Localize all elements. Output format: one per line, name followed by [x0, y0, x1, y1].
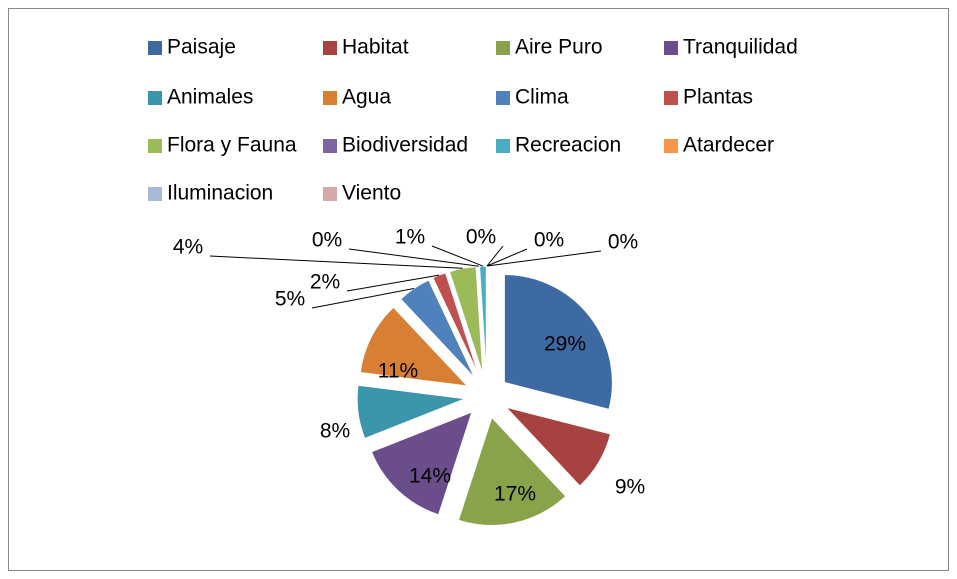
legend-label: Tranquilidad	[683, 36, 798, 59]
legend-swatch	[496, 91, 510, 105]
data-label: 8%	[320, 420, 350, 443]
pie-slice	[478, 265, 487, 375]
data-label: 14%	[409, 465, 451, 488]
data-label: 0%	[534, 229, 564, 252]
leader-line	[486, 250, 602, 267]
pie-slice	[457, 416, 567, 526]
legend-swatch	[148, 91, 162, 105]
leader-line	[346, 274, 440, 292]
legend-swatch	[664, 139, 678, 153]
leader-line	[431, 245, 484, 267]
data-label: 0%	[608, 231, 638, 254]
legend-label: Clima	[515, 86, 569, 109]
legend-swatch	[148, 187, 162, 201]
pie-slice	[359, 306, 469, 387]
legend-swatch	[148, 41, 162, 55]
data-label: 0%	[466, 226, 496, 249]
pie-slice	[504, 406, 612, 487]
data-label: 11%	[378, 360, 418, 383]
leader-line	[311, 287, 415, 309]
leader-line	[348, 248, 479, 267]
legend-label: Agua	[342, 86, 391, 109]
legend-swatch	[323, 139, 337, 153]
legend-label: Flora y Fauna	[167, 134, 297, 157]
legend-swatch	[323, 41, 337, 55]
legend-swatch	[148, 139, 162, 153]
legend-label: Recreacion	[515, 134, 621, 157]
legend-swatch	[323, 187, 337, 201]
leader-line	[209, 255, 463, 269]
legend-label: Habitat	[342, 36, 409, 59]
pie-slice	[370, 411, 473, 516]
legend-swatch	[496, 41, 510, 55]
data-label: 2%	[310, 271, 340, 294]
legend-swatch	[323, 91, 337, 105]
data-label: 5%	[275, 288, 305, 311]
data-label: 9%	[615, 476, 645, 499]
pie-slice	[356, 384, 466, 440]
data-label: 1%	[395, 226, 425, 249]
legend-label: Paisaje	[167, 36, 236, 59]
legend-label: Aire Puro	[515, 36, 603, 59]
legend-swatch	[664, 91, 678, 105]
legend-swatch	[664, 41, 678, 55]
legend-label: Viento	[342, 182, 401, 205]
pie-slice	[503, 274, 613, 410]
data-label: 17%	[494, 483, 536, 506]
legend-label: Plantas	[683, 86, 753, 109]
legend-label: Atardecer	[683, 134, 774, 157]
data-label: 0%	[312, 229, 342, 252]
leader-line	[486, 248, 528, 267]
data-label: 4%	[173, 236, 203, 259]
legend-swatch	[496, 139, 510, 153]
data-label: 29%	[544, 333, 586, 356]
legend-label: Biodiversidad	[342, 134, 468, 157]
legend-label: Iluminacion	[167, 182, 273, 205]
legend-label: Animales	[167, 86, 253, 109]
leader-line	[486, 245, 504, 267]
